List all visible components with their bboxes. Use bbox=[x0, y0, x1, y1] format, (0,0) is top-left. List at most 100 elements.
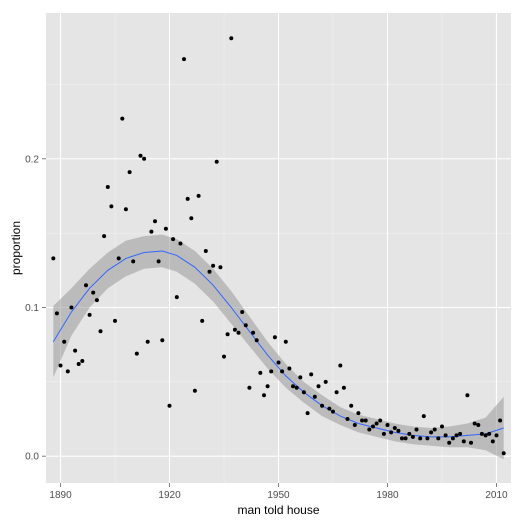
data-point bbox=[432, 427, 437, 432]
data-point bbox=[312, 394, 317, 399]
data-point bbox=[352, 423, 357, 427]
data-point bbox=[280, 369, 285, 374]
data-point bbox=[381, 431, 386, 436]
data-point bbox=[200, 318, 205, 323]
data-point bbox=[98, 329, 103, 334]
data-point bbox=[298, 375, 303, 380]
data-point bbox=[102, 234, 107, 239]
data-point bbox=[490, 439, 495, 444]
data-point bbox=[385, 423, 390, 427]
data-point bbox=[120, 116, 125, 121]
data-point bbox=[410, 434, 415, 439]
data-point bbox=[211, 263, 216, 268]
data-point bbox=[501, 451, 506, 456]
data-point bbox=[291, 384, 295, 389]
data-point bbox=[258, 370, 263, 375]
data-point bbox=[145, 339, 150, 344]
data-point bbox=[182, 57, 186, 62]
data-point bbox=[440, 424, 444, 429]
data-point bbox=[407, 431, 412, 436]
data-point bbox=[309, 372, 314, 377]
data-point bbox=[243, 323, 248, 328]
data-point bbox=[472, 421, 477, 426]
data-point bbox=[142, 156, 147, 161]
x-axis-title: man told house bbox=[237, 503, 319, 517]
data-point bbox=[73, 348, 78, 353]
data-point bbox=[127, 170, 132, 175]
data-point bbox=[163, 226, 168, 231]
data-point bbox=[76, 362, 81, 366]
x-tick-label: 1920 bbox=[158, 490, 181, 501]
y-tick-label: 0.0 bbox=[25, 452, 39, 463]
data-point bbox=[185, 196, 190, 201]
data-point bbox=[356, 411, 361, 416]
data-point bbox=[58, 363, 63, 368]
data-point bbox=[153, 219, 157, 224]
data-point bbox=[203, 249, 208, 253]
data-point bbox=[272, 335, 277, 340]
data-point bbox=[84, 283, 88, 288]
data-point bbox=[458, 431, 463, 436]
data-point bbox=[254, 338, 259, 343]
data-point bbox=[149, 229, 154, 234]
data-point bbox=[251, 330, 256, 335]
data-point bbox=[189, 216, 194, 221]
data-point bbox=[367, 427, 372, 432]
data-point bbox=[447, 440, 452, 445]
data-point bbox=[69, 305, 74, 310]
data-point bbox=[371, 424, 375, 429]
data-point bbox=[338, 363, 343, 368]
data-point bbox=[178, 241, 183, 246]
x-tick-label: 1890 bbox=[49, 490, 72, 501]
data-point bbox=[305, 411, 310, 416]
data-point bbox=[392, 426, 397, 430]
data-point bbox=[465, 393, 470, 398]
data-point bbox=[156, 259, 161, 264]
data-point bbox=[494, 433, 499, 438]
data-point bbox=[265, 384, 270, 389]
data-point bbox=[323, 379, 328, 384]
data-point bbox=[160, 338, 165, 343]
data-point bbox=[123, 207, 128, 212]
data-point bbox=[225, 332, 230, 337]
data-point bbox=[232, 327, 237, 332]
data-point bbox=[247, 385, 252, 390]
data-point bbox=[229, 36, 234, 41]
data-point bbox=[327, 406, 332, 411]
data-point bbox=[262, 393, 266, 398]
data-point bbox=[113, 318, 117, 323]
data-point bbox=[269, 369, 274, 374]
data-point bbox=[54, 311, 59, 316]
data-point bbox=[131, 259, 136, 264]
data-point bbox=[240, 310, 245, 314]
y-tick-label: 0.2 bbox=[25, 154, 39, 165]
data-point bbox=[91, 290, 96, 295]
data-point bbox=[349, 403, 354, 408]
confidence-ribbon bbox=[53, 234, 504, 460]
data-point bbox=[105, 185, 110, 189]
data-point bbox=[94, 298, 99, 303]
data-point bbox=[196, 193, 201, 198]
data-point bbox=[461, 439, 466, 444]
data-point bbox=[287, 366, 292, 371]
data-point bbox=[360, 418, 365, 423]
data-point bbox=[436, 436, 441, 441]
data-point bbox=[65, 369, 70, 374]
data-point bbox=[341, 385, 346, 390]
scatter-points bbox=[51, 36, 506, 456]
data-point bbox=[378, 418, 383, 423]
data-point bbox=[469, 440, 473, 445]
data-point bbox=[134, 351, 139, 356]
data-point bbox=[276, 360, 281, 365]
data-point bbox=[389, 430, 394, 435]
data-point bbox=[320, 403, 325, 408]
data-point bbox=[87, 312, 92, 317]
data-point bbox=[331, 409, 335, 414]
data-point bbox=[316, 384, 321, 389]
data-point bbox=[418, 436, 423, 441]
x-tick-label: 1980 bbox=[376, 490, 399, 501]
data-point bbox=[334, 390, 339, 395]
y-axis-title: proportion bbox=[9, 221, 23, 275]
x-tick-label: 1950 bbox=[267, 490, 290, 501]
